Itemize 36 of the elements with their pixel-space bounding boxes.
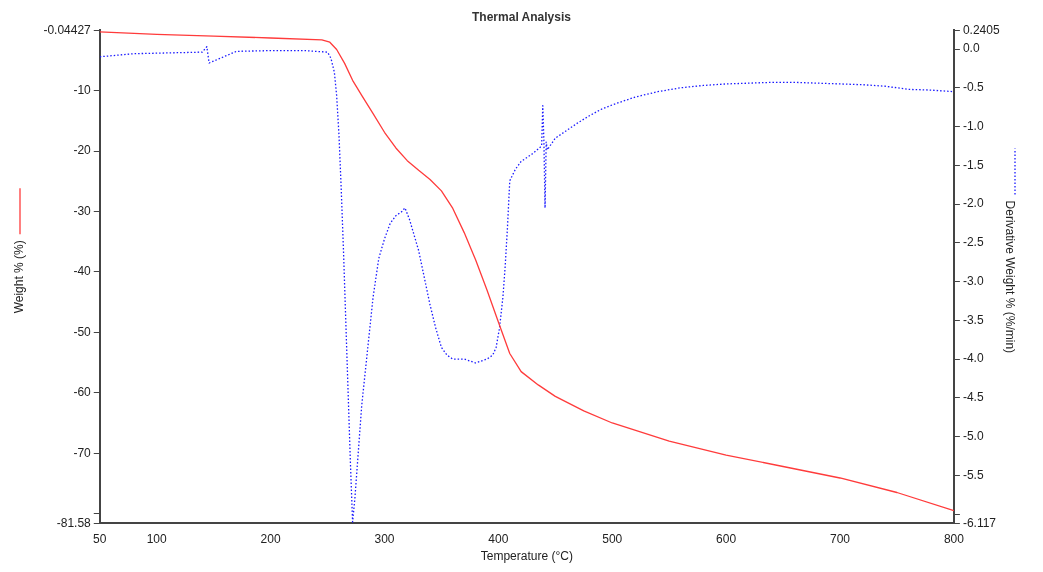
y-tick-label: -0.04427 xyxy=(43,22,92,37)
y-tick-label: -30 xyxy=(73,203,92,218)
y2-tick-label: -1.0 xyxy=(962,118,984,133)
y2-tick-label: -3.0 xyxy=(962,273,984,288)
y2-tick-label: -5.5 xyxy=(962,467,984,482)
x-tick-label: 700 xyxy=(830,531,851,546)
x-tick-label: 800 xyxy=(943,531,965,546)
y2-tick-label: -0.5 xyxy=(962,80,984,95)
x-tick-label: 600 xyxy=(716,531,737,546)
y2-tick-label: -2.5 xyxy=(962,235,984,250)
y2-tick-label: -5.0 xyxy=(962,428,984,443)
y-tick-label: -81.58 xyxy=(56,515,92,530)
x-tick-label: 500 xyxy=(602,531,623,546)
y2-tick-label: -4.0 xyxy=(962,351,984,366)
y-tick-label: -20 xyxy=(73,143,92,158)
y-tick-label: -70 xyxy=(73,445,92,460)
x-tick-label: 200 xyxy=(260,531,281,546)
x-tick-label: 300 xyxy=(374,531,395,546)
y-axis-title: Weight % (%) xyxy=(11,240,26,314)
y2-tick-label: 0.0 xyxy=(962,41,980,56)
y2-tick-label: 0.2405 xyxy=(962,22,1000,37)
x-tick-label: 100 xyxy=(146,531,168,546)
y2-tick-label: -4.5 xyxy=(962,390,984,405)
y-tick-label: -10 xyxy=(73,82,92,97)
x-tick-label: 400 xyxy=(488,531,509,546)
y2-tick-label: -2.0 xyxy=(962,196,984,211)
y2-tick-label: -6.117 xyxy=(962,515,997,530)
y-tick-label: -40 xyxy=(73,264,92,279)
y-tick-label: -60 xyxy=(73,385,92,400)
x-tick-label: 50 xyxy=(93,531,107,546)
chart-title: Thermal Analysis xyxy=(472,9,572,24)
y2-tick-label: -3.5 xyxy=(962,312,984,327)
x-axis-title: Temperature (°C) xyxy=(480,549,573,564)
y2-tick-label: -1.5 xyxy=(962,157,984,172)
y-tick-label: -50 xyxy=(73,324,92,339)
y2-axis-title: Derivative Weight % (%/min) xyxy=(1003,200,1018,354)
